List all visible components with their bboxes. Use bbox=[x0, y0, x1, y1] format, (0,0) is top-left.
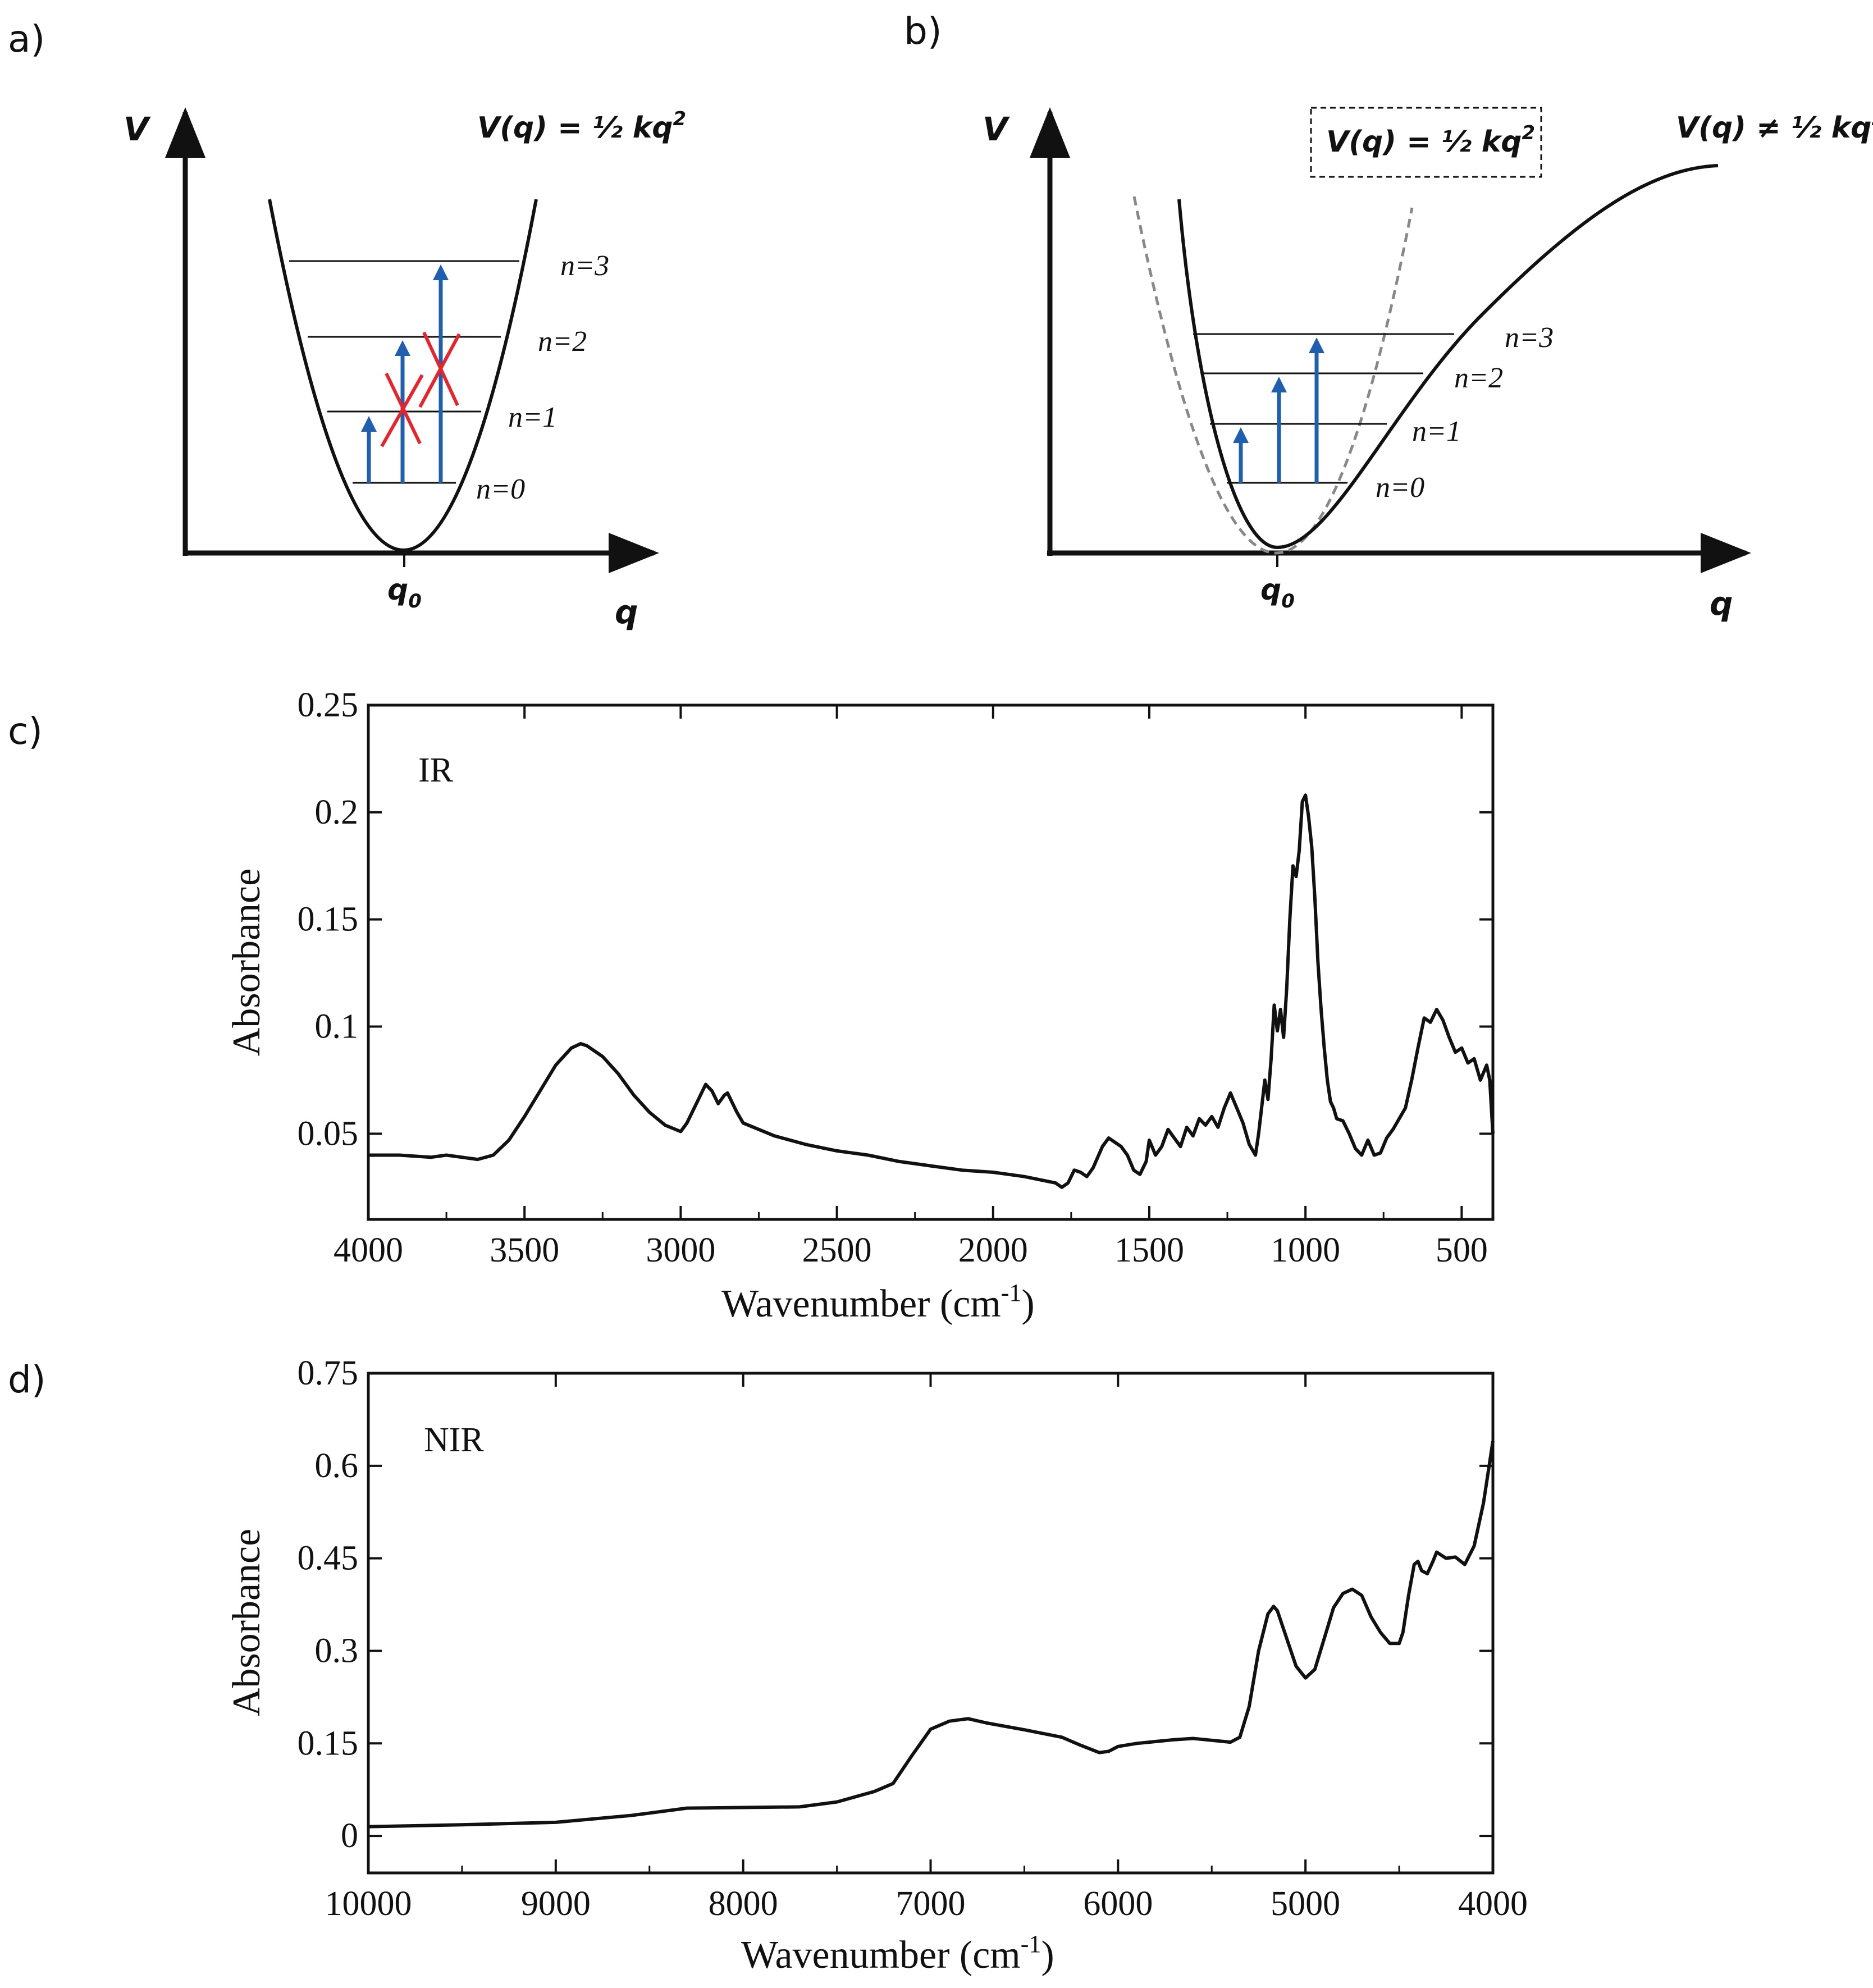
anharmonic-equation: V(q) ≠ ½ kq2 bbox=[1676, 108, 1873, 145]
x-axis-label: Wavenumber (cm-1) bbox=[721, 1279, 1035, 1326]
x-tick-label: 2000 bbox=[958, 1231, 1028, 1269]
harmonic-equation: V(q) = ½ kq2 bbox=[477, 108, 686, 145]
x-tick-label: 4000 bbox=[334, 1231, 403, 1269]
v-axis-label: V bbox=[983, 110, 1010, 148]
y-ticks: 0 0.15 0.3 0.45 0.6 0.75 bbox=[298, 1354, 1493, 1855]
x-tick-label: 3000 bbox=[646, 1231, 715, 1269]
y-tick-label: 0.05 bbox=[298, 1114, 359, 1153]
panel-label-d: d) bbox=[8, 1358, 46, 1401]
y-tick-label: 0.15 bbox=[298, 901, 359, 939]
plot-frame bbox=[367, 703, 1495, 1221]
q0-label: q0 bbox=[387, 573, 422, 613]
y-tick-label: 0 bbox=[341, 1817, 358, 1855]
harmonic-equation: V(q) = ½ kq2 bbox=[1326, 122, 1535, 159]
y-tick-label: 0.6 bbox=[315, 1447, 359, 1485]
plot-frame bbox=[367, 1372, 1495, 1875]
q-axis-label: q bbox=[615, 593, 638, 631]
x-tick-label: 9000 bbox=[521, 1885, 591, 1923]
diagram-b: V q q0 V(q) = ½ kq2 V(q) ≠ ½ kq2 n=0 n=1… bbox=[983, 107, 1873, 623]
v-axis-label: V bbox=[124, 110, 151, 148]
x-tick-label: 1500 bbox=[1114, 1231, 1184, 1269]
ir-series-line bbox=[368, 793, 1495, 1189]
level-label-1: n=1 bbox=[1412, 415, 1461, 447]
y-tick-label: 0.15 bbox=[298, 1724, 359, 1762]
y-tick-label: 0.3 bbox=[315, 1631, 359, 1670]
level-label-1: n=1 bbox=[508, 401, 557, 433]
x-tick-label: 7000 bbox=[896, 1885, 966, 1923]
x-tick-label: 3500 bbox=[490, 1231, 559, 1269]
y-tick-label: 0.75 bbox=[298, 1354, 359, 1392]
chart-title: IR bbox=[418, 751, 454, 789]
y-ticks: 0.05 0.1 0.15 0.2 0.25 bbox=[298, 686, 1493, 1153]
x-tick-label: 5000 bbox=[1271, 1885, 1340, 1923]
y-axis-label: Absorbance bbox=[225, 869, 268, 1056]
x-ticks: 4000 3500 3000 2500 2000 1500 1000 500 bbox=[334, 705, 1488, 1269]
level-label-3: n=3 bbox=[1505, 322, 1554, 354]
x-tick-label: 10000 bbox=[325, 1885, 412, 1923]
chart-title: NIR bbox=[424, 1421, 484, 1459]
y-tick-label: 0.1 bbox=[315, 1008, 359, 1046]
x-tick-label: 4000 bbox=[1458, 1885, 1528, 1923]
harmonic-equation-box bbox=[1310, 107, 1542, 178]
y-axis-label: Absorbance bbox=[225, 1529, 268, 1716]
forbidden-cross-2b bbox=[418, 333, 461, 408]
level-label-3: n=3 bbox=[560, 250, 609, 282]
forbidden-cross-1b bbox=[380, 374, 424, 447]
q0-label: q0 bbox=[1260, 573, 1295, 613]
panel-label-a: a) bbox=[8, 17, 45, 61]
x-tick-label: 1000 bbox=[1271, 1231, 1340, 1269]
anharmonic-potential-curve bbox=[1177, 164, 1719, 550]
harmonic-reference-curve bbox=[1132, 196, 1414, 555]
x-axis-label: Wavenumber (cm-1) bbox=[741, 1930, 1054, 1977]
x-tick-label: 500 bbox=[1436, 1231, 1488, 1269]
x-tick-label: 6000 bbox=[1083, 1885, 1153, 1923]
nir-series-line bbox=[368, 1441, 1495, 1829]
harmonic-potential-curve bbox=[268, 199, 538, 552]
diagram-a: V q q0 V(q) = ½ kq2 n=0 n=1 n=2 n=3 bbox=[124, 107, 686, 631]
panel-label-c: c) bbox=[8, 710, 43, 753]
x-tick-label: 2500 bbox=[802, 1231, 872, 1269]
level-label-2: n=2 bbox=[1454, 362, 1503, 394]
level-label-0: n=0 bbox=[476, 473, 525, 505]
q-axis-label: q bbox=[1710, 584, 1733, 623]
x-tick-label: 8000 bbox=[709, 1885, 778, 1923]
y-tick-label: 0.45 bbox=[298, 1539, 359, 1578]
x-ticks: 10000 9000 8000 7000 6000 5000 4000 bbox=[325, 1373, 1528, 1923]
level-label-2: n=2 bbox=[538, 326, 587, 358]
ir-spectrum-chart: 4000 3500 3000 2500 2000 1500 1000 500 0.050.10… bbox=[225, 686, 1495, 1326]
nir-spectrum-chart: 10000 9000 8000 7000 6000 5000 4000 0 0.15 0.3 0.… bbox=[225, 1354, 1528, 1977]
y-tick-label: 0.2 bbox=[315, 793, 359, 831]
y-tick-label: 0.25 bbox=[298, 686, 359, 724]
panel-label-b: b) bbox=[904, 10, 942, 53]
level-label-0: n=0 bbox=[1376, 472, 1424, 504]
